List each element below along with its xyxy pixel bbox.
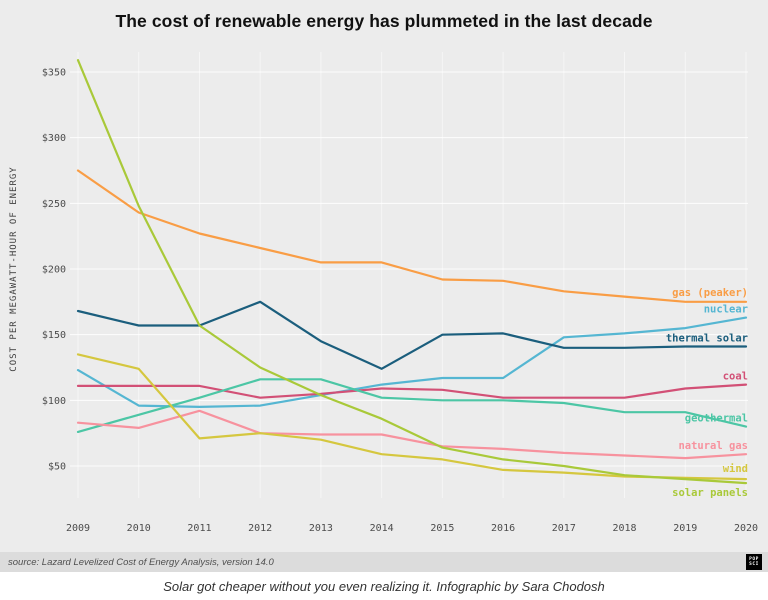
series-line-geothermal <box>76 378 748 433</box>
series-line-gas-peaker- <box>76 169 748 303</box>
x-axis-tick-label: 2009 <box>66 523 90 534</box>
popsci-logo-line1: POP <box>749 557 759 562</box>
y-axis-tick-label: $300 <box>42 133 66 144</box>
series-label-coal: coal <box>723 371 748 383</box>
x-axis-tick-label: 2015 <box>430 523 454 534</box>
series-line-thermal-solar <box>76 300 748 370</box>
x-axis-tick-label: 2010 <box>127 523 151 534</box>
x-axis-tick-label: 2016 <box>491 523 515 534</box>
infographic-card: $50 $100 $150 $200 $250 $300 $350 2009 2010 2011 2… <box>0 0 768 572</box>
x-axis-tick-label: 2012 <box>248 523 272 534</box>
series-line-solar-panels <box>76 59 748 485</box>
y-axis-tick-label: $350 <box>42 68 66 79</box>
series-label-solar-panels: solar panels <box>672 487 748 499</box>
series-line-coal <box>76 383 748 399</box>
source-attribution: source: Lazard Levelized Cost of Energy … <box>8 556 274 568</box>
x-axis-tick-label: 2011 <box>187 523 211 534</box>
x-axis-tick-label: 2013 <box>309 523 333 534</box>
series-label-nuclear: nuclear <box>704 304 748 316</box>
x-axis-tick-label: 2014 <box>370 523 394 534</box>
x-axis-tick-label: 2020 <box>734 523 758 534</box>
y-axis-tick-label: $50 <box>48 462 66 473</box>
x-axis-tick-label: 2018 <box>612 523 636 534</box>
popsci-logo: POP SCI <box>746 554 762 570</box>
x-axis-tick-label: 2017 <box>552 523 576 534</box>
x-axis-tick-label: 2019 <box>673 523 697 534</box>
image-caption: Solar got cheaper without you even reali… <box>0 572 768 600</box>
series-line-natural-gas <box>76 409 748 460</box>
footer-bar: source: Lazard Levelized Cost of Energy … <box>0 552 768 572</box>
series-line-nuclear <box>76 316 748 408</box>
series-label-gas-peaker-: gas (peaker) <box>672 287 748 299</box>
y-axis-tick-label: $200 <box>42 265 66 276</box>
energy-cost-line-chart: $50 $100 $150 $200 $250 $300 $350 2009 2010 2011 2… <box>9 59 759 534</box>
series-label-natural-gas: natural gas <box>678 440 748 452</box>
series-label-wind: wind <box>723 463 748 475</box>
popsci-logo-line2: SCI <box>749 562 759 567</box>
series-label-thermal-solar: thermal solar <box>666 332 748 344</box>
y-axis-tick-label: $150 <box>42 330 66 341</box>
chart-title: The cost of renewable energy has plummet… <box>115 11 653 31</box>
y-axis-tick-label: $100 <box>42 396 66 407</box>
y-axis-tick-label: $250 <box>42 199 66 210</box>
y-axis-title: COST PER MEGAWATT-HOUR OF ENERGY <box>9 166 19 371</box>
series-label-geothermal: geothermal <box>685 413 748 425</box>
